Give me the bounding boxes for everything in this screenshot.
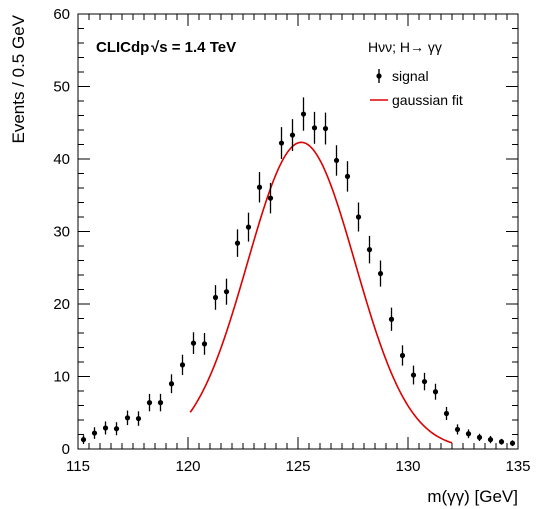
- y-tick-label: 20: [53, 296, 70, 313]
- x-tick-label: 125: [285, 458, 310, 475]
- x-tick-label: 115: [66, 458, 90, 475]
- data-point: [388, 316, 395, 322]
- experiment-label: CLICdp: [96, 39, 149, 56]
- y-tick-label: 60: [53, 6, 70, 23]
- fit-curve: [189, 141, 453, 444]
- data-point: [333, 157, 340, 164]
- data-point: [454, 426, 461, 433]
- energy-label: √s = 1.4 TeV: [151, 39, 236, 56]
- data-point: [190, 340, 197, 346]
- x-tick-label: 130: [395, 458, 420, 475]
- legend-signal-marker: [376, 73, 382, 79]
- y-tick-label: 10: [53, 369, 70, 386]
- process-label: Hνν; H→ γγ: [368, 39, 442, 55]
- x-tick-label: 120: [175, 458, 200, 475]
- data-point: [432, 389, 439, 395]
- data-point: [267, 195, 274, 201]
- data-point: [399, 352, 406, 359]
- data-point: [135, 415, 142, 422]
- legend-fit-label: gaussian fit: [392, 92, 463, 108]
- y-tick-label: 40: [53, 151, 70, 168]
- data-point: [300, 111, 307, 117]
- data-point: [157, 400, 164, 406]
- data-point: [124, 415, 131, 421]
- data-point: [487, 436, 494, 443]
- data-point: [212, 294, 219, 301]
- axis-ticks: [77, 13, 519, 450]
- data-point: [366, 247, 373, 253]
- data-point: [289, 132, 296, 138]
- data-point: [498, 439, 505, 445]
- data-point: [476, 434, 483, 440]
- data-point: [256, 184, 263, 190]
- data-point: [443, 410, 450, 417]
- points-layer: [80, 97, 516, 447]
- y-tick-label: 0: [62, 441, 70, 458]
- data-point: [102, 425, 109, 431]
- data-point: [201, 341, 208, 347]
- data-point: [311, 125, 318, 131]
- data-point: [223, 289, 230, 295]
- data-point: [80, 436, 87, 443]
- data-point: [168, 381, 175, 387]
- data-point: [410, 372, 417, 378]
- data-point: [278, 140, 285, 146]
- data-point: [465, 431, 472, 437]
- data-point: [234, 240, 241, 246]
- y-tick-label: 30: [53, 224, 70, 241]
- data-point: [509, 440, 516, 446]
- x-axis-label: m(γγ) [GeV]: [427, 487, 518, 506]
- data-point: [421, 378, 428, 385]
- tick-labels: 115 120 125 130 135 0 10 20 30 40 50 60: [53, 6, 530, 475]
- data-point: [91, 430, 98, 436]
- plot-frame: [77, 13, 519, 450]
- data-point: [355, 214, 362, 220]
- y-tick-label: 50: [53, 79, 70, 96]
- legend: signal gaussian fit: [370, 68, 463, 108]
- data-point: [377, 270, 384, 277]
- legend-signal-label: signal: [392, 68, 429, 84]
- data-point: [146, 400, 153, 406]
- data-point: [245, 224, 252, 230]
- y-axis-label: Events / 0.5 GeV: [9, 14, 28, 143]
- data-point: [113, 426, 120, 432]
- data-point: [344, 173, 351, 179]
- data-point: [322, 125, 329, 132]
- x-tick-label: 135: [505, 458, 530, 475]
- fit-layer: [189, 141, 453, 444]
- data-point: [179, 362, 186, 368]
